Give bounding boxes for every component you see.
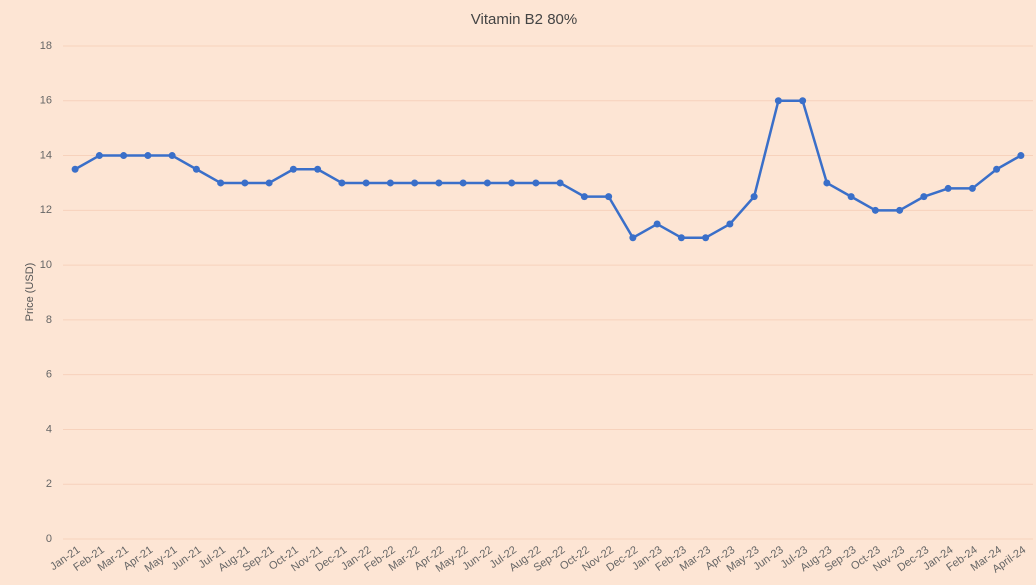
point	[629, 234, 637, 242]
y-tick-label: 16	[40, 95, 52, 107]
point	[386, 179, 394, 187]
point	[120, 152, 128, 160]
point	[944, 184, 952, 192]
point	[168, 152, 176, 160]
y-tick-label: 10	[40, 259, 52, 271]
line	[74, 99, 1022, 239]
point	[653, 220, 661, 228]
point	[847, 193, 855, 201]
point	[871, 206, 879, 214]
y-tick-label: 18	[40, 40, 52, 52]
point	[241, 179, 249, 187]
point	[483, 179, 491, 187]
chart-title: Vitamin B2 80%	[471, 11, 577, 28]
y-tick-label: 4	[46, 423, 52, 435]
y-tick-label: 14	[40, 149, 52, 161]
point	[702, 234, 710, 242]
point	[1017, 152, 1025, 160]
point	[750, 193, 758, 201]
point	[726, 220, 734, 228]
point	[338, 179, 346, 187]
point	[95, 152, 103, 160]
point	[799, 97, 807, 105]
point	[677, 234, 685, 242]
point	[459, 179, 467, 187]
point	[968, 184, 976, 192]
point	[774, 97, 782, 105]
y-tick-label: 8	[46, 314, 52, 326]
point	[362, 179, 370, 187]
y-tick-label: 0	[46, 533, 52, 545]
point	[411, 179, 419, 187]
point	[192, 165, 200, 173]
point	[920, 193, 928, 201]
y-tick-label: 12	[40, 204, 52, 216]
point	[71, 165, 79, 173]
point	[993, 165, 1001, 173]
point	[435, 179, 443, 187]
point	[532, 179, 540, 187]
point	[314, 165, 322, 173]
point	[823, 179, 831, 187]
point	[580, 193, 588, 201]
y-tick-label: 2	[46, 478, 52, 490]
point	[217, 179, 225, 187]
point	[556, 179, 564, 187]
point	[289, 165, 297, 173]
point	[265, 179, 273, 187]
y-axis-label: Price (USD)	[24, 263, 36, 322]
point	[508, 179, 516, 187]
point	[144, 152, 152, 160]
point	[605, 193, 613, 201]
y-tick-label: 6	[46, 369, 52, 381]
point	[896, 206, 904, 214]
